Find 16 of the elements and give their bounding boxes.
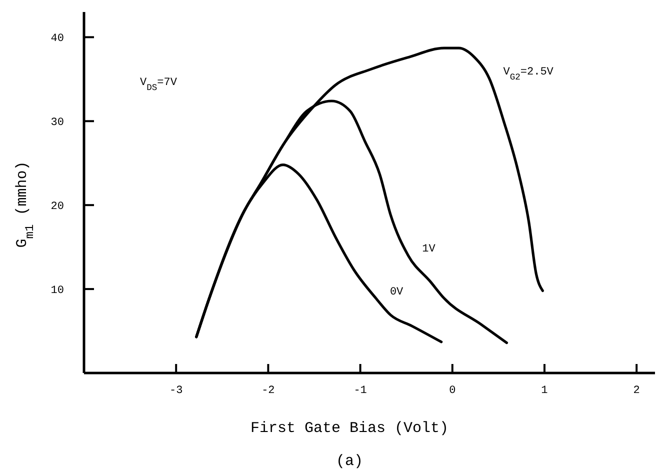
x-tick-label: 1 [541, 385, 548, 397]
series-label: V$_{G2}$=2.5V [503, 66, 554, 82]
x-tick-label: 2 [633, 385, 640, 397]
x-tick-label: -3 [169, 385, 183, 397]
x-tick-label: 0 [449, 385, 456, 397]
x-tick-label: -2 [262, 385, 275, 397]
y-tick-label: 30 [50, 117, 64, 130]
y-tick-label: 40 [50, 33, 64, 46]
series-label: 0V [390, 286, 404, 298]
y-tick-label: 10 [50, 285, 64, 298]
x-axis-title: First Gate Bias (Volt) [250, 420, 449, 437]
text: (a) [336, 453, 364, 470]
y-tick-label: 20 [50, 201, 64, 214]
x-tick-label: -1 [354, 385, 368, 397]
annotation: V$_{DS}$=7V [140, 77, 178, 93]
series-label: 1V [422, 243, 436, 256]
